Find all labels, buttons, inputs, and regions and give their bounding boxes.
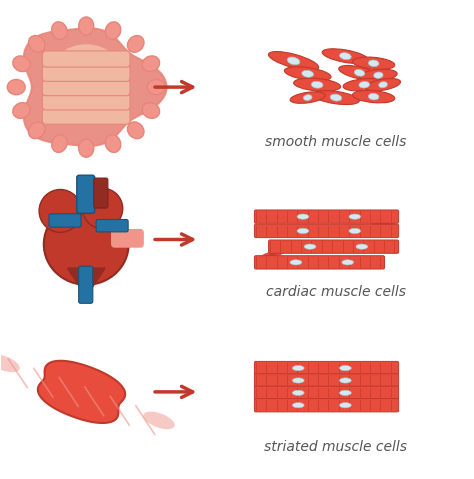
Text: cardiac muscle cells: cardiac muscle cells — [266, 285, 406, 299]
Ellipse shape — [353, 57, 395, 69]
Ellipse shape — [365, 79, 401, 91]
FancyBboxPatch shape — [112, 229, 143, 247]
Ellipse shape — [311, 81, 323, 88]
Ellipse shape — [339, 390, 351, 396]
Ellipse shape — [28, 122, 45, 138]
Ellipse shape — [290, 92, 325, 103]
Ellipse shape — [349, 214, 361, 219]
Ellipse shape — [292, 403, 304, 408]
Ellipse shape — [342, 260, 354, 265]
Ellipse shape — [290, 260, 302, 265]
Ellipse shape — [374, 72, 383, 79]
FancyBboxPatch shape — [255, 399, 399, 412]
Ellipse shape — [297, 228, 309, 234]
Ellipse shape — [105, 135, 121, 152]
Ellipse shape — [354, 69, 365, 76]
Ellipse shape — [142, 56, 160, 71]
Ellipse shape — [292, 390, 304, 396]
Ellipse shape — [339, 66, 380, 80]
Ellipse shape — [292, 365, 304, 371]
Ellipse shape — [142, 103, 160, 118]
FancyBboxPatch shape — [79, 266, 93, 303]
Ellipse shape — [268, 52, 319, 70]
Ellipse shape — [356, 244, 368, 249]
FancyBboxPatch shape — [255, 210, 399, 223]
FancyBboxPatch shape — [42, 94, 130, 110]
Polygon shape — [24, 28, 166, 146]
Ellipse shape — [79, 17, 94, 35]
Ellipse shape — [284, 67, 331, 81]
FancyBboxPatch shape — [255, 256, 384, 269]
Polygon shape — [67, 268, 105, 297]
Ellipse shape — [302, 70, 313, 77]
Ellipse shape — [322, 49, 369, 64]
Ellipse shape — [147, 80, 165, 95]
Ellipse shape — [297, 214, 309, 219]
Ellipse shape — [52, 22, 67, 40]
FancyBboxPatch shape — [49, 214, 81, 227]
FancyBboxPatch shape — [269, 240, 399, 253]
Ellipse shape — [303, 95, 312, 101]
Ellipse shape — [349, 228, 361, 234]
Ellipse shape — [368, 60, 379, 67]
Ellipse shape — [28, 35, 45, 52]
Ellipse shape — [287, 57, 300, 65]
Ellipse shape — [82, 188, 123, 229]
FancyBboxPatch shape — [255, 224, 399, 238]
FancyBboxPatch shape — [255, 362, 399, 375]
Ellipse shape — [330, 94, 342, 101]
FancyBboxPatch shape — [94, 178, 108, 208]
FancyBboxPatch shape — [96, 219, 128, 232]
Ellipse shape — [359, 81, 370, 88]
Ellipse shape — [128, 35, 144, 52]
Text: smooth muscle cells: smooth muscle cells — [265, 135, 407, 149]
Ellipse shape — [313, 91, 359, 104]
Ellipse shape — [46, 44, 126, 120]
Ellipse shape — [105, 22, 121, 40]
Ellipse shape — [360, 69, 397, 81]
Ellipse shape — [44, 204, 128, 285]
Ellipse shape — [52, 135, 67, 152]
Ellipse shape — [7, 80, 25, 95]
FancyBboxPatch shape — [42, 108, 130, 124]
Ellipse shape — [292, 378, 304, 383]
Ellipse shape — [293, 78, 341, 91]
Text: striated muscle cells: striated muscle cells — [264, 440, 408, 454]
Ellipse shape — [0, 354, 20, 372]
Ellipse shape — [13, 103, 30, 118]
Ellipse shape — [339, 53, 351, 60]
FancyBboxPatch shape — [255, 386, 399, 399]
Ellipse shape — [353, 91, 395, 103]
Ellipse shape — [304, 244, 316, 249]
Ellipse shape — [128, 122, 144, 138]
FancyBboxPatch shape — [77, 175, 95, 213]
FancyBboxPatch shape — [255, 374, 399, 387]
FancyBboxPatch shape — [42, 51, 130, 67]
Ellipse shape — [79, 139, 94, 157]
Ellipse shape — [39, 190, 82, 232]
Ellipse shape — [339, 378, 351, 383]
Ellipse shape — [339, 403, 351, 408]
Ellipse shape — [339, 365, 351, 371]
Ellipse shape — [13, 56, 30, 71]
Ellipse shape — [379, 81, 387, 88]
Ellipse shape — [368, 93, 379, 100]
Ellipse shape — [343, 79, 385, 91]
FancyBboxPatch shape — [42, 65, 130, 81]
Polygon shape — [38, 361, 125, 423]
Ellipse shape — [143, 411, 175, 429]
FancyBboxPatch shape — [42, 80, 130, 96]
